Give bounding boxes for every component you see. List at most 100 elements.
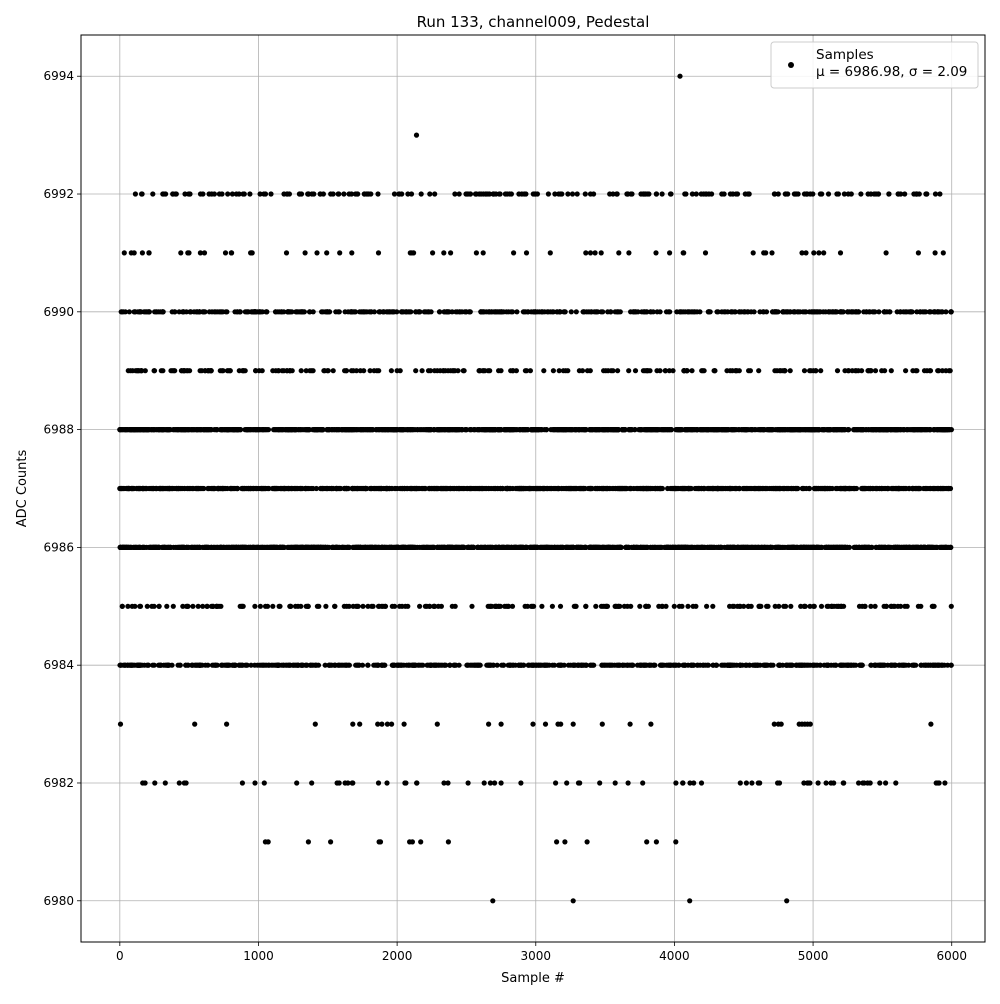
data-point: [252, 604, 257, 609]
data-point: [274, 486, 279, 491]
data-point: [765, 427, 770, 432]
data-point: [413, 368, 418, 373]
data-point: [487, 368, 492, 373]
data-point: [147, 545, 152, 550]
data-point: [873, 368, 878, 373]
data-point: [747, 486, 752, 491]
data-point: [376, 780, 381, 785]
data-point: [302, 545, 307, 550]
data-point: [309, 486, 314, 491]
data-point: [232, 663, 237, 668]
data-point: [814, 545, 819, 550]
data-point: [574, 545, 579, 550]
data-point: [543, 663, 548, 668]
data-point: [884, 604, 889, 609]
data-point: [745, 545, 750, 550]
data-point: [790, 663, 795, 668]
data-point: [868, 486, 873, 491]
data-point: [280, 427, 285, 432]
data-point: [293, 604, 298, 609]
data-point: [309, 545, 314, 550]
data-point: [241, 486, 246, 491]
data-point: [897, 663, 902, 668]
data-point: [825, 427, 830, 432]
data-point: [687, 545, 692, 550]
data-point: [947, 427, 952, 432]
data-point: [631, 545, 636, 550]
data-point: [699, 780, 704, 785]
data-point: [824, 545, 829, 550]
data-point: [122, 545, 127, 550]
data-point: [853, 663, 858, 668]
data-point: [788, 368, 793, 373]
data-point: [216, 486, 221, 491]
data-point: [588, 545, 593, 550]
data-point: [655, 427, 660, 432]
data-point: [840, 663, 845, 668]
data-point: [282, 545, 287, 550]
data-point: [319, 427, 324, 432]
data-point: [553, 780, 558, 785]
data-point: [907, 545, 912, 550]
data-point: [436, 427, 441, 432]
data-point: [130, 427, 135, 432]
data-point: [708, 427, 713, 432]
data-point: [396, 545, 401, 550]
data-point: [628, 486, 633, 491]
data-point: [749, 780, 754, 785]
data-point: [162, 545, 167, 550]
data-point: [539, 427, 544, 432]
data-point: [238, 427, 243, 432]
data-point: [183, 663, 188, 668]
data-point: [383, 604, 388, 609]
data-point: [557, 663, 562, 668]
data-point: [571, 663, 576, 668]
data-point: [727, 604, 732, 609]
data-point: [360, 604, 365, 609]
data-point: [547, 486, 552, 491]
data-point: [706, 663, 711, 668]
data-point: [603, 604, 608, 609]
data-point: [196, 427, 201, 432]
data-point: [119, 486, 124, 491]
data-point: [303, 427, 308, 432]
data-point: [625, 663, 630, 668]
data-point: [880, 545, 885, 550]
data-point: [270, 604, 275, 609]
data-point: [143, 427, 148, 432]
data-point: [135, 663, 140, 668]
data-point: [595, 545, 600, 550]
data-point: [775, 780, 780, 785]
data-point: [812, 427, 817, 432]
data-point: [281, 663, 286, 668]
data-point: [840, 545, 845, 550]
data-point: [482, 427, 487, 432]
data-point: [656, 604, 661, 609]
data-point: [375, 427, 380, 432]
data-point: [128, 368, 133, 373]
data-point: [687, 780, 692, 785]
data-point: [785, 486, 790, 491]
data-point: [924, 427, 929, 432]
data-point: [370, 545, 375, 550]
data-point: [454, 427, 459, 432]
data-point: [287, 604, 292, 609]
data-point: [868, 780, 873, 785]
data-point: [590, 663, 595, 668]
data-point: [617, 663, 622, 668]
data-point: [799, 663, 804, 668]
data-point: [689, 368, 694, 373]
data-point: [464, 663, 469, 668]
data-point: [718, 545, 723, 550]
data-point: [746, 604, 751, 609]
data-point: [638, 427, 643, 432]
data-point: [859, 427, 864, 432]
data-point: [624, 545, 629, 550]
data-point: [651, 663, 656, 668]
data-point: [646, 604, 651, 609]
data-point: [860, 545, 865, 550]
data-point: [327, 427, 332, 432]
data-point: [801, 545, 806, 550]
data-point: [600, 486, 605, 491]
data-point: [469, 604, 474, 609]
